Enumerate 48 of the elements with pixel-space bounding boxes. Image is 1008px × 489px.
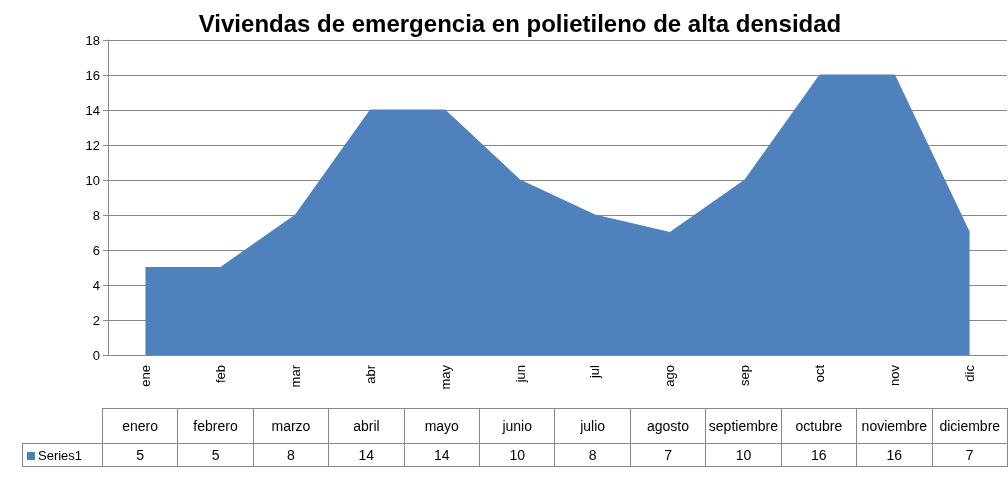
- data-label: 10: [705, 443, 782, 467]
- text: julio: [554, 408, 631, 444]
- text: noviembre: [856, 408, 933, 444]
- data-label: 8: [253, 443, 329, 467]
- y-tick-label: 6: [92, 242, 100, 258]
- text: agosto: [630, 408, 706, 444]
- y-tick-label: 10: [85, 172, 100, 188]
- text: marzo: [253, 408, 329, 444]
- y-tick-label: 14: [85, 102, 100, 118]
- text: octubre: [781, 408, 857, 444]
- data-label: 5: [177, 443, 254, 467]
- y-tick-label: 18: [85, 32, 100, 48]
- data-label: 16: [856, 443, 933, 467]
- data-label: 7: [630, 443, 706, 467]
- x-tick-label: jul: [587, 364, 603, 380]
- chart-title: Viviendas de emergencia en polietileno de alta densidad: [198, 9, 842, 37]
- legend-label: Series1: [22, 443, 103, 467]
- x-tick-label: mar: [287, 364, 303, 388]
- text: abril: [328, 408, 405, 444]
- y-tick-label: 16: [85, 67, 100, 83]
- x-tick-label: may: [437, 364, 453, 390]
- y-tick-label: 2: [92, 312, 100, 328]
- y-tick-label: 4: [92, 277, 100, 293]
- y-tick-label: 12: [85, 137, 100, 153]
- text: enero: [102, 408, 178, 444]
- data-label: 7: [932, 443, 1008, 467]
- x-tick-label: abr: [362, 364, 378, 384]
- text: diciembre: [932, 408, 1008, 444]
- data-label: 14: [328, 443, 405, 467]
- y-tick-label: 8: [92, 207, 100, 223]
- text: junio: [479, 408, 555, 444]
- text: septiembre: [705, 408, 782, 444]
- x-tick-label: oct: [812, 364, 828, 383]
- y-tick-label: 0: [92, 347, 100, 363]
- data-label: 8: [554, 443, 631, 467]
- text: febrero: [177, 408, 254, 444]
- x-tick-label: dic: [962, 364, 978, 382]
- x-tick-label: jun: [512, 365, 528, 384]
- data-label: 16: [781, 443, 857, 467]
- data-label: 5: [102, 443, 178, 467]
- x-tick-label: feb: [212, 365, 228, 384]
- data-label: 14: [404, 443, 480, 467]
- x-tick-label: ene: [137, 365, 153, 387]
- data-label: 10: [479, 443, 555, 467]
- x-tick-label: ago: [662, 365, 678, 387]
- x-tick-label: sep: [737, 365, 753, 386]
- x-tick-label: nov: [887, 364, 903, 386]
- text: mayo: [404, 408, 480, 444]
